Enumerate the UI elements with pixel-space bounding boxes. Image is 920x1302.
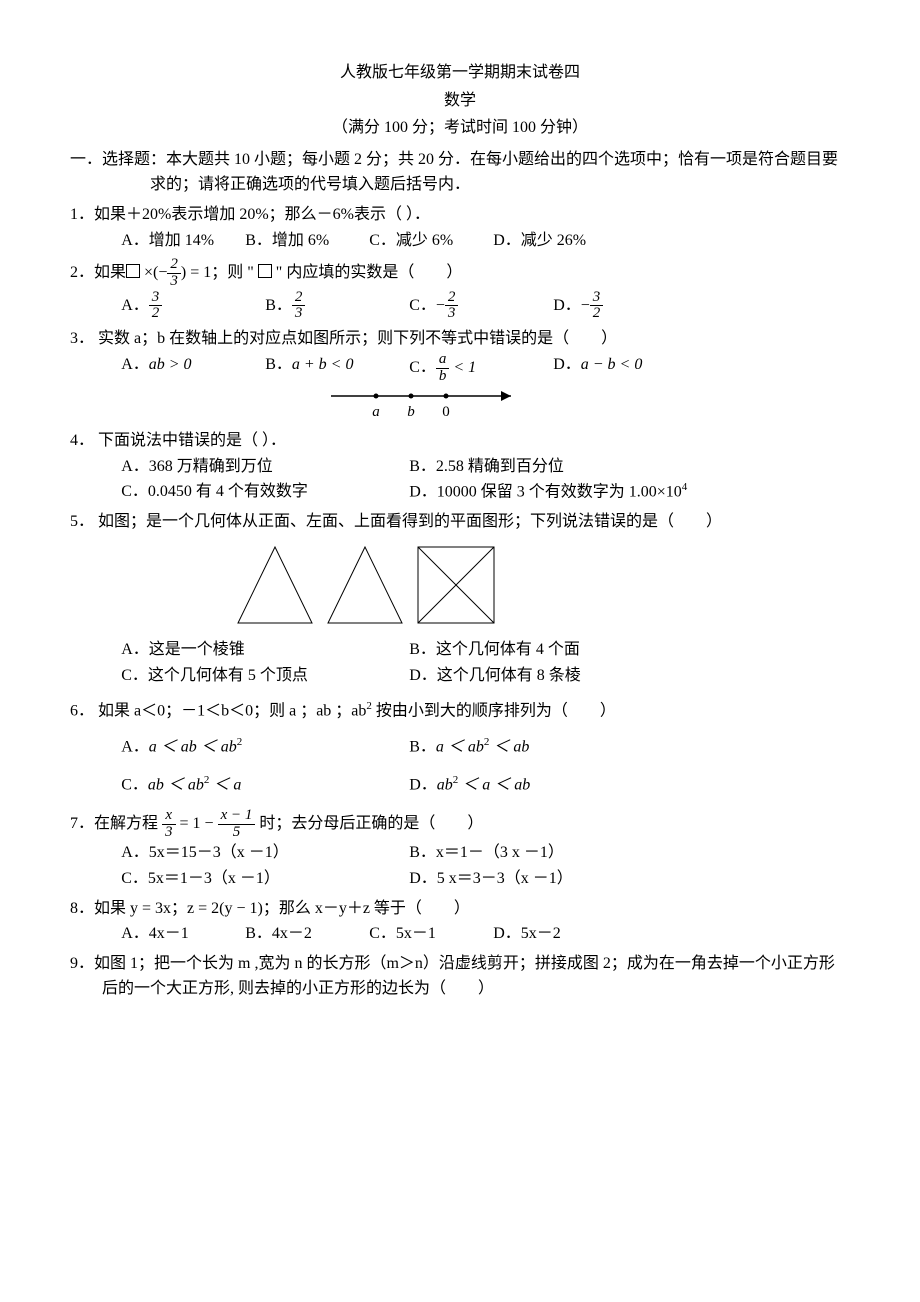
frac-2-3: 23 [167,257,181,290]
q3-optB: B．a + b < 0 [265,352,409,385]
title-line2: 数学 [70,88,850,114]
q7-optC: C．5x＝1－3（x －1） [121,866,409,892]
q6-optB: B．a ＜ ab2 ＜ ab [409,734,850,760]
q2-mid: ；则 " [211,264,258,281]
q6-stem: 6． 如果 a＜0；－1＜b＜0；则 a ；ab ；ab2 按由小到大的顺序排列… [70,698,850,724]
q1-options: A．增加 14% B．增加 6% C．减少 6% D．减少 26% [70,228,850,254]
svg-text:b: b [407,404,415,420]
q2-optD: D．−32 [553,290,697,323]
q4-optB: B．2.58 精确到百分位 [409,454,850,480]
q6-optA: A．a ＜ ab ＜ ab2 [121,734,409,760]
q6-optD: D．ab2 ＜ a ＜ ab [409,772,850,798]
q8-optD: D．5x－2 [493,921,613,947]
q5-optD: D．这个几何体有 8 条棱 [409,663,850,689]
title-line1: 人教版七年级第一学期期末试卷四 [70,60,850,86]
q5-optA: A．这是一个棱锥 [121,637,409,663]
q7-stem: 7．在解方程 x3 = 1 − x − 15 时；去分母后正确的是（ ） [70,808,850,841]
three-views-icon [230,541,510,631]
svg-text:a: a [372,404,380,420]
q3-stem: 3． 实数 a；b 在数轴上的对应点如图所示；则下列不等式中错误的是（ ） [70,326,850,352]
q7-optB: B．x＝1－（3 x －1） [409,840,850,866]
q1-optD: D．减少 26% [493,228,613,254]
q3-number-line: a b 0 [70,384,850,424]
q9: 9．如图 1；把一个长为 m ,宽为 n 的长方形（m＞n）沿虚线剪开；拼接成图… [70,951,850,1002]
q5-figure [70,541,850,631]
q8-options: A．4x－1 B．4x－2 C．5x－1 D．5x－2 [70,921,850,947]
q1: 1．如果＋20%表示增加 20%；那么－6%表示（ ）． A．增加 14% B．… [70,202,850,253]
blank-box-icon [126,264,140,278]
q5-optB: B．这个几何体有 4 个面 [409,637,850,663]
q2-optA: A．32 [121,290,265,323]
q3-options: A．ab > 0 B．a + b < 0 C．ab < 1 D．a − b < … [70,352,850,385]
q4: 4． 下面说法中错误的是（ ）． A．368 万精确到万位B．2.58 精确到百… [70,428,850,505]
q5: 5． 如图；是一个几何体从正面、左面、上面看得到的平面图形；下列说法错误的是（ … [70,509,850,688]
title-line3: （满分 100 分；考试时间 100 分钟） [70,115,850,141]
q6: 6． 如果 a＜0；－1＜b＜0；则 a ；ab ；ab2 按由小到大的顺序排列… [70,698,850,798]
q2-mid2: " 内应填的实数是（ ） [272,264,463,281]
q2-options: A．32 B．23 C．−23 D．−32 [70,290,850,323]
q8-stem: 8．如果 y = 3x；z = 2(y − 1)；那么 x－y＋z 等于（ ） [70,896,850,922]
q7-optD: D．5 x＝3－3（x －1） [409,866,850,892]
q5-optC: C．这个几何体有 5 个顶点 [121,663,409,689]
q2-optB: B．23 [265,290,409,323]
q7-optA: A．5x＝15－3（x －1） [121,840,409,866]
q7-options: A．5x＝15－3（x －1）B．x＝1－（3 x －1） C．5x＝1－3（x… [70,840,850,891]
q8-optB: B．4x－2 [245,921,365,947]
q3-optC: C．ab < 1 [409,352,553,385]
section-desc: 本大题共 10 小题；每小题 2 分；共 20 分．在每小题给出的四个选项中；恰… [150,151,838,194]
q6-optC: C．ab ＜ ab2 ＜ a [121,772,409,798]
q9-stem: 9．如图 1；把一个长为 m ,宽为 n 的长方形（m＞n）沿虚线剪开；拼接成图… [70,951,850,1002]
q5-stem: 5． 如图；是一个几何体从正面、左面、上面看得到的平面图形；下列说法错误的是（ … [70,509,850,535]
q1-optA: A．增加 14% [121,228,241,254]
q5-options: A．这是一个棱锥B．这个几何体有 4 个面 C．这个几何体有 5 个顶点D．这个… [70,637,850,688]
q3: 3． 实数 a；b 在数轴上的对应点如图所示；则下列不等式中错误的是（ ） A．… [70,326,850,424]
q2: 2．如果 ×(−23) = 1；则 " " 内应填的实数是（ ） A．32 B．… [70,257,850,322]
section-label: 一．选择题： [70,151,166,168]
q2-pre: 2．如果 [70,264,126,281]
q4-optC: C．0.0450 有 4 个有效数字 [121,479,409,505]
q3-optD: D．a − b < 0 [553,352,697,385]
number-line-icon: a b 0 [326,384,526,424]
q3-optA: A．ab > 0 [121,352,265,385]
q7: 7．在解方程 x3 = 1 − x − 15 时；去分母后正确的是（ ） A．5… [70,808,850,892]
q4-stem: 4． 下面说法中错误的是（ ）． [70,428,850,454]
q1-optC: C．减少 6% [369,228,489,254]
q1-stem: 1．如果＋20%表示增加 20%；那么－6%表示（ ）． [70,202,850,228]
q4-optA: A．368 万精确到万位 [121,454,409,480]
q8-optA: A．4x－1 [121,921,241,947]
section-heading: 一．选择题：本大题共 10 小题；每小题 2 分；共 20 分．在每小题给出的四… [70,147,850,198]
q2-stem: 2．如果 ×(−23) = 1；则 " " 内应填的实数是（ ） [70,257,850,290]
svg-text:0: 0 [442,404,450,420]
q6-options: A．a ＜ ab ＜ ab2 B．a ＜ ab2 ＜ ab C．ab ＜ ab2… [70,734,850,798]
q4-optD: D．10000 保留 3 个有效数字为 1.00×104 [409,479,850,505]
q8-optC: C．5x－1 [369,921,489,947]
q2-optC: C．−23 [409,290,553,323]
q4-options: A．368 万精确到万位B．2.58 精确到百分位 C．0.0450 有 4 个… [70,454,850,506]
blank-box-icon [258,264,272,278]
q1-optB: B．增加 6% [245,228,365,254]
q8: 8．如果 y = 3x；z = 2(y − 1)；那么 x－y＋z 等于（ ） … [70,896,850,947]
